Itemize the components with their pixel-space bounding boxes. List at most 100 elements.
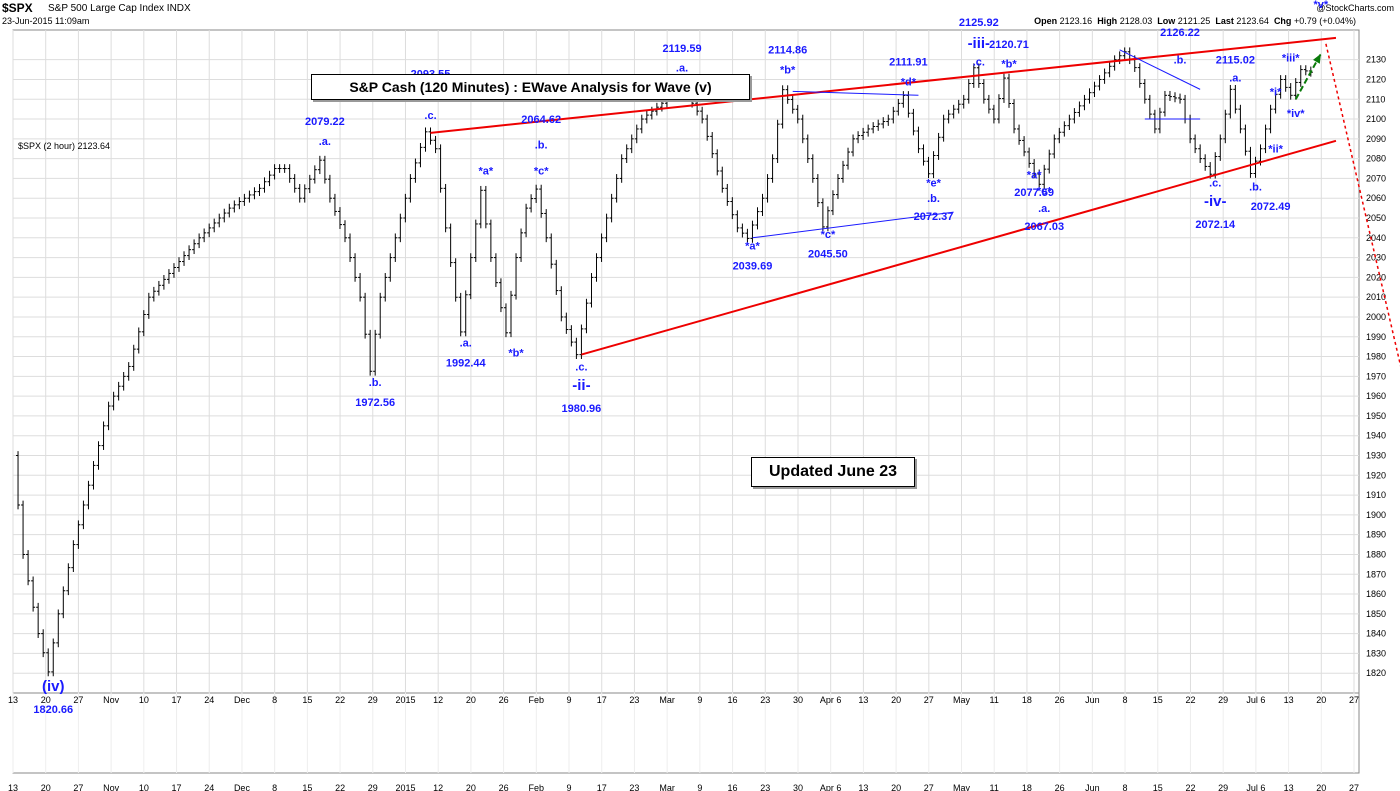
wave-label: *iii* — [1282, 53, 1300, 65]
x-tick-label: 20 — [41, 695, 51, 705]
x-tick-label: Feb — [529, 695, 545, 705]
x-tick-label: 22 — [335, 695, 345, 705]
y-tick-label: 2010 — [1366, 292, 1386, 302]
y-tick-label: 1930 — [1366, 451, 1386, 461]
x-tick-label: 20 — [41, 783, 51, 791]
price-series — [16, 47, 1313, 677]
x-tick-label: 8 — [1123, 783, 1128, 791]
wave-label: .a. — [460, 338, 472, 350]
wave-label: *a* — [1027, 169, 1042, 181]
wave-label: *iv* — [1287, 108, 1305, 120]
x-tick-label: 17 — [172, 695, 182, 705]
y-tick-label: 1980 — [1366, 352, 1386, 362]
wave-label: 2064.62 — [521, 114, 561, 126]
x-tick-label: Dec — [234, 783, 251, 791]
x-tick-label: 22 — [335, 783, 345, 791]
blue-trendline — [1119, 49, 1201, 90]
y-tick-label: 1880 — [1366, 549, 1386, 559]
wave-label: 2115.02 — [1216, 55, 1255, 67]
wave-label: .c. — [575, 361, 587, 373]
x-tick-label: 10 — [139, 783, 149, 791]
x-tick-label: 10 — [139, 695, 149, 705]
open-value: 2123.16 — [1059, 16, 1093, 26]
wave-label: 2114.86 — [768, 45, 807, 57]
x-tick-label: 26 — [1055, 695, 1065, 705]
wave-label: .a. — [1229, 72, 1241, 84]
x-tick-label: 22 — [1185, 695, 1195, 705]
high-value: 2128.03 — [1119, 16, 1153, 26]
wave-label: *c* — [1037, 185, 1052, 197]
x-tick-label: 13 — [1284, 695, 1294, 705]
x-tick-label: 15 — [1153, 695, 1163, 705]
wave-label: *c* — [821, 229, 836, 241]
x-tick-label: 27 — [1349, 783, 1359, 791]
x-tick-label: 12 — [433, 783, 443, 791]
x-tick-label: 20 — [1316, 783, 1326, 791]
x-tick-label: Jul 6 — [1246, 783, 1265, 791]
x-tick-label: 13 — [1284, 783, 1294, 791]
x-tick-label: May — [953, 783, 971, 791]
chg-label: Chg — [1273, 16, 1292, 26]
x-tick-label: 9 — [567, 695, 572, 705]
wave-label: 2045.50 — [808, 249, 848, 261]
index-name: S&P 500 Large Cap Index INDX — [48, 3, 191, 14]
x-tick-label: 22 — [1185, 783, 1195, 791]
ohlc-readout: Open 2123.16 High 2128.03 Low 2121.25 La… — [1034, 16, 1356, 26]
wave-label: *b* — [1001, 59, 1017, 71]
y-tick-label: 2100 — [1366, 114, 1386, 124]
x-tick-label: 27 — [1349, 695, 1359, 705]
x-tick-label: 20 — [891, 783, 901, 791]
wave-label: 2079.22 — [305, 116, 345, 128]
wave-label: 2111.91 — [889, 57, 928, 69]
y-tick-label: 2050 — [1366, 213, 1386, 223]
blue-trendline — [792, 90, 919, 96]
x-tick-label: 13 — [8, 695, 18, 705]
y-tick-label: 2070 — [1366, 173, 1386, 183]
copyright-link[interactable]: @StockCharts.com — [1316, 3, 1394, 13]
x-tick-label: 20 — [891, 695, 901, 705]
x-tick-label: 13 — [858, 695, 868, 705]
symbol-label: $SPX — [2, 1, 33, 15]
y-tick-label: 2030 — [1366, 253, 1386, 263]
y-tick-label: 2000 — [1366, 312, 1386, 322]
wave-label: *a* — [745, 241, 760, 253]
x-tick-label: 15 — [302, 783, 312, 791]
green-arrowhead — [1313, 53, 1321, 64]
x-tick-label: 20 — [466, 783, 476, 791]
wave-label: -ii- — [572, 377, 590, 394]
x-tick-label: 9 — [697, 695, 702, 705]
x-tick-label: 27 — [924, 783, 934, 791]
y-tick-label: 1870 — [1366, 569, 1386, 579]
y-tick-label: 1920 — [1366, 470, 1386, 480]
x-tick-label: 23 — [629, 695, 639, 705]
wave-label: .c. — [973, 57, 985, 69]
y-tick-label: 1960 — [1366, 391, 1386, 401]
wave-label: .a. — [676, 63, 688, 75]
x-tick-label: 8 — [272, 695, 277, 705]
x-tick-label: 2015 — [395, 695, 415, 705]
wave-label: 1820.66 — [33, 704, 73, 716]
x-tick-label: 30 — [793, 783, 803, 791]
wave-label: .b. — [369, 377, 382, 389]
trendlines — [430, 36, 1337, 356]
x-tick-label: 29 — [368, 695, 378, 705]
x-tick-label: Jul 6 — [1246, 695, 1265, 705]
x-tick-label: 12 — [433, 695, 443, 705]
wave-label: .c. — [1209, 177, 1221, 189]
x-tick-label: 30 — [793, 695, 803, 705]
y-tick-label: 2110 — [1366, 94, 1385, 104]
y-tick-label: 2130 — [1366, 55, 1386, 65]
wave-label: -iv- — [1204, 193, 1227, 210]
wave-label: 2077.59 — [1014, 187, 1054, 199]
x-tick-label: 26 — [1055, 783, 1065, 791]
wave-label: .a. — [319, 136, 331, 148]
x-tick-label: 29 — [368, 783, 378, 791]
wave-label: 1980.96 — [562, 403, 602, 415]
x-tick-label: Mar — [659, 783, 675, 791]
x-tick-label: 26 — [499, 695, 509, 705]
y-tick-label: 1940 — [1366, 431, 1386, 441]
wave-label: *c* — [534, 165, 549, 177]
x-tick-label: 20 — [1316, 695, 1326, 705]
x-tick-label: 29 — [1218, 695, 1228, 705]
